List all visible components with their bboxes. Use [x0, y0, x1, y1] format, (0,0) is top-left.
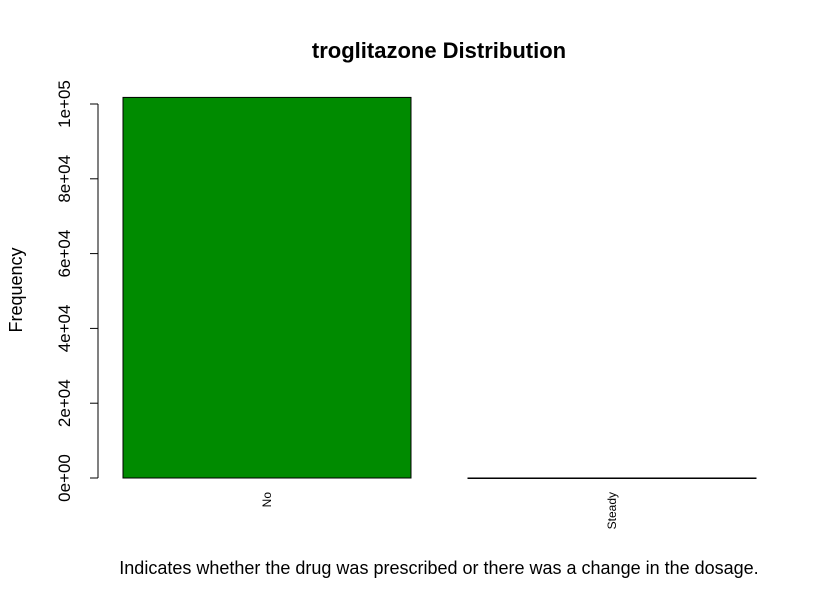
chart-title: troglitazone Distribution	[312, 38, 566, 63]
x-tick-labels: No Steady	[260, 492, 619, 530]
y-tick-label: 0e+00	[55, 454, 74, 502]
x-axis-label: Indicates whether the drug was prescribe…	[119, 558, 758, 578]
y-axis: 0e+00 2e+04 4e+04 6e+04 8e+04 1e+05	[55, 80, 99, 502]
bar-no	[122, 96, 412, 479]
y-tick-label: 8e+04	[55, 155, 74, 203]
y-tick-label: 2e+04	[55, 379, 74, 427]
bar-steady	[467, 477, 757, 479]
x-tick-label-no: No	[260, 492, 274, 508]
x-tick-label-steady: Steady	[605, 492, 619, 529]
y-tick-label: 6e+04	[55, 230, 74, 278]
y-tick-label: 1e+05	[55, 80, 74, 128]
y-tick-label: 4e+04	[55, 305, 74, 353]
y-axis-label: Frequency	[6, 247, 26, 332]
bars-group	[122, 96, 757, 479]
